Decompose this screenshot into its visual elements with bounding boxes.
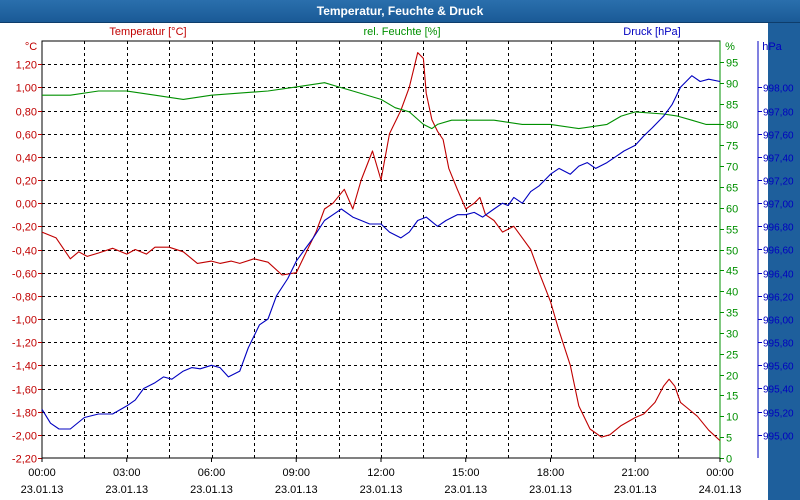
x-tick-label-date: 23.01.13 (360, 484, 403, 496)
pressure-tick-label: 997,60 (763, 131, 794, 142)
temperature-tick-label: 0,60 (16, 130, 37, 142)
humidity-tick-label: 90 (726, 79, 738, 91)
humidity-tick-label: 85 (726, 100, 738, 112)
pressure-tick-label: 997,40 (763, 154, 794, 165)
x-tick-label-time: 21:00 (621, 467, 649, 479)
x-tick-label-time: 09:00 (282, 467, 310, 479)
x-tick-label-date: 24.01.13 (699, 484, 742, 496)
pressure-tick-label: 997,20 (763, 177, 794, 188)
temperature-tick-label: -1,60 (12, 385, 37, 397)
pressure-tick-label: 996,60 (763, 246, 794, 257)
plot-frame (41, 40, 721, 459)
pressure-tick-label: 996,40 (763, 270, 794, 281)
temperature-tick-label: -2,20 (12, 454, 37, 466)
x-tick-label-time: 00:00 (28, 467, 56, 479)
temperature-tick-label: 0,40 (16, 153, 37, 165)
temperature-tick-label: -0,40 (12, 246, 37, 258)
x-tick-label-date: 23.01.13 (614, 484, 657, 496)
humidity-tick-label: 60 (726, 204, 738, 216)
humidity-tick-label: 15 (726, 391, 738, 403)
temperature-unit-label: °C (25, 41, 37, 53)
pressure-tick-label: 995,20 (763, 409, 794, 420)
pressure-tick-label: 998,00 (763, 84, 794, 95)
temperature-tick-label: 0,20 (16, 176, 37, 188)
x-tick-label-time: 12:00 (367, 467, 395, 479)
pressure-tick-label: 997,00 (763, 200, 794, 211)
temperature-tick-label: -0,20 (12, 222, 37, 234)
x-tick-label-time: 18:00 (537, 467, 565, 479)
temperature-tick-label: -1,40 (12, 361, 37, 373)
pressure-tick-label: 996,00 (763, 316, 794, 327)
temperature-tick-label: 0,80 (16, 107, 37, 119)
humidity-tick-label: 80 (726, 120, 738, 132)
pressure-tick-label: 995,00 (763, 432, 794, 443)
humidity-tick-label: 70 (726, 162, 738, 174)
pressure-tick-label: 996,80 (763, 223, 794, 234)
humidity-axis-title: rel. Feuchte [%] (363, 26, 440, 38)
temperature-axis-title: Temperatur [°C] (109, 26, 186, 38)
right-border-strip (768, 23, 800, 500)
title-bar: Temperatur, Feuchte & Druck (0, 0, 800, 23)
x-tick-label-time: 03:00 (113, 467, 141, 479)
humidity-tick-label: 40 (726, 287, 738, 299)
humidity-tick-label: 65 (726, 183, 738, 195)
pressure-tick-label: 996,20 (763, 293, 794, 304)
series-line-pressure (41, 75, 721, 430)
humidity-tick-label: 45 (726, 266, 738, 278)
humidity-tick-label: 5 (726, 433, 732, 445)
humidity-tick-label: 95 (726, 58, 738, 70)
humidity-tick-label: 50 (726, 246, 738, 258)
x-tick-label-time: 15:00 (452, 467, 480, 479)
pressure-unit-label: hPa (762, 41, 782, 53)
temperature-tick-label: -0,80 (12, 292, 37, 304)
temperature-tick-label: -1,20 (12, 338, 37, 350)
temperature-tick-label: 1,20 (16, 60, 37, 72)
pressure-axis-title: Druck [hPa] (623, 26, 680, 38)
pressure-tick-label: 995,40 (763, 385, 794, 396)
temperature-tick-label: -2,00 (12, 431, 37, 443)
humidity-tick-label: 75 (726, 141, 738, 153)
x-tick-label-time: 06:00 (198, 467, 226, 479)
humidity-tick-label: 20 (726, 371, 738, 383)
pressure-tick-label: 995,60 (763, 362, 794, 373)
series-line-temperature (41, 52, 721, 442)
temperature-tick-label: -1,00 (12, 315, 37, 327)
x-tick-label-date: 23.01.13 (21, 484, 64, 496)
temperature-tick-label: 1,00 (16, 83, 37, 95)
x-tick-label-date: 23.01.13 (529, 484, 572, 496)
series-line-humidity (42, 82, 720, 130)
humidity-tick-label: 0 (726, 454, 732, 466)
humidity-tick-label: 10 (726, 412, 738, 424)
x-tick-label-date: 23.01.13 (444, 484, 487, 496)
x-tick-label-date: 23.01.13 (275, 484, 318, 496)
temperature-tick-label: 0,00 (16, 199, 37, 211)
temperature-tick-label: -1,80 (12, 408, 37, 420)
x-tick-label-date: 23.01.13 (190, 484, 233, 496)
humidity-tick-label: 35 (726, 308, 738, 320)
temperature-tick-label: -0,60 (12, 269, 37, 281)
x-tick-label-time: 00:00 (706, 467, 734, 479)
pressure-tick-label: 995,80 (763, 339, 794, 350)
chart-title: Temperatur, Feuchte & Druck (316, 4, 484, 18)
pressure-tick-label: 997,80 (763, 108, 794, 119)
humidity-unit-label: % (725, 41, 735, 53)
humidity-tick-label: 30 (726, 329, 738, 341)
humidity-tick-label: 55 (726, 225, 738, 237)
humidity-tick-label: 25 (726, 350, 738, 362)
x-tick-label-date: 23.01.13 (105, 484, 148, 496)
